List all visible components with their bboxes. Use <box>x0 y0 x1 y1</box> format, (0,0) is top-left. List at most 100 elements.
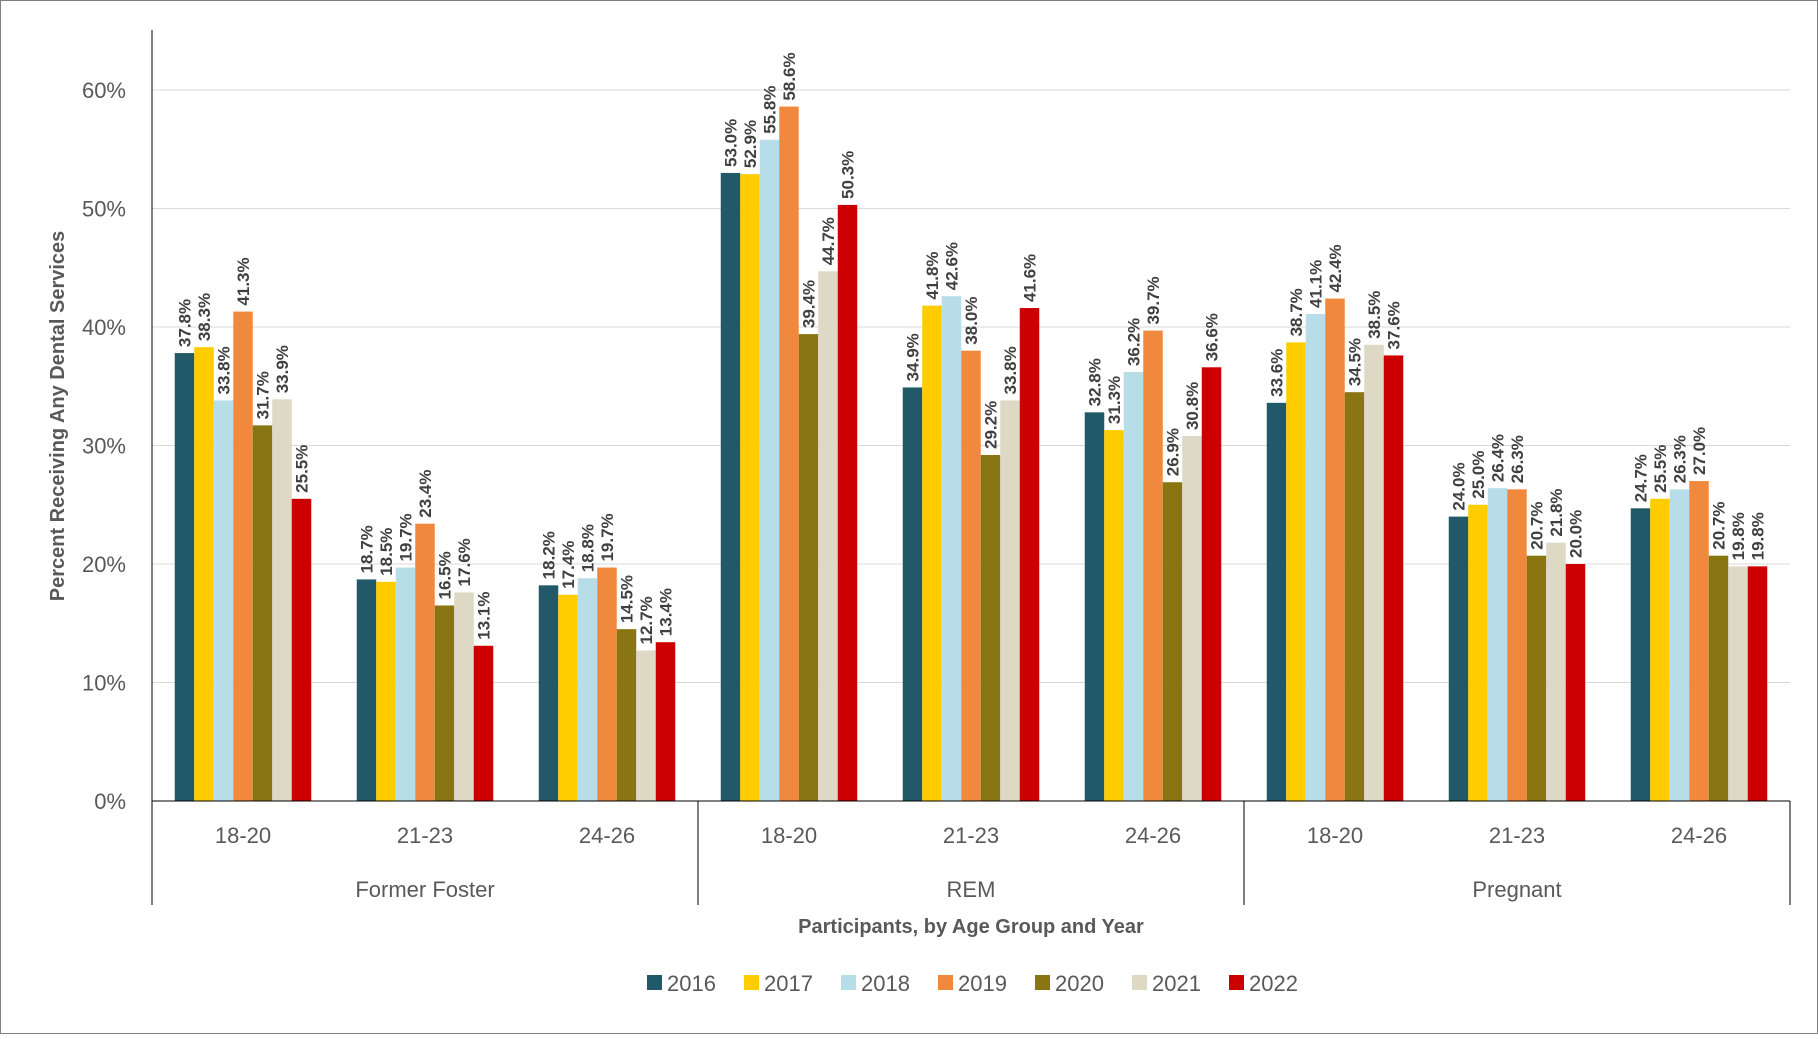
bar <box>1527 556 1547 801</box>
data-label: 19.8% <box>1749 512 1768 560</box>
x-tick-label: 18-20 <box>1307 823 1363 848</box>
data-label: 26.9% <box>1164 428 1183 476</box>
x-tick-label: 21-23 <box>397 823 453 848</box>
data-label: 26.3% <box>1671 435 1690 483</box>
bar <box>1384 355 1404 801</box>
data-label: 18.7% <box>358 525 377 573</box>
data-label: 31.7% <box>254 371 273 419</box>
legend-swatch <box>841 975 856 990</box>
legend-label: 2018 <box>861 971 910 996</box>
data-label: 52.9% <box>741 120 760 168</box>
data-label: 33.8% <box>215 346 234 394</box>
y-axis-title: Percent Receiving Any Dental Services <box>47 231 69 602</box>
bar <box>760 140 780 801</box>
data-label: 44.7% <box>819 217 838 265</box>
bar <box>1325 299 1345 801</box>
data-label: 38.0% <box>962 296 981 344</box>
x-tick-label: 24-26 <box>579 823 635 848</box>
bar <box>922 306 942 801</box>
bar <box>1468 505 1488 801</box>
legend-swatch <box>938 975 953 990</box>
data-label: 14.5% <box>618 575 637 623</box>
data-label: 37.8% <box>176 299 195 347</box>
bar <box>1566 564 1586 801</box>
bar <box>1267 403 1287 801</box>
bar <box>253 425 273 801</box>
data-label: 34.5% <box>1346 338 1365 386</box>
data-label: 13.1% <box>475 592 494 640</box>
y-tick-label: 0% <box>94 789 126 814</box>
legend-swatch <box>1229 975 1244 990</box>
bar <box>740 174 760 801</box>
data-label: 33.9% <box>273 345 292 393</box>
bar <box>838 205 858 801</box>
bar <box>194 347 214 801</box>
bar <box>1306 314 1326 801</box>
bar <box>233 312 253 801</box>
legend-label: 2020 <box>1055 971 1104 996</box>
bar <box>1728 566 1748 801</box>
data-label: 33.6% <box>1268 349 1287 397</box>
y-tick-label: 40% <box>82 315 126 340</box>
data-label: 13.4% <box>657 588 676 636</box>
legend-swatch <box>1132 975 1147 990</box>
bar <box>578 578 598 801</box>
bar <box>175 353 195 801</box>
legend: 2016 2017 2018 2019 2020 2021 2022 <box>647 971 1298 996</box>
data-label: 58.6% <box>780 52 799 100</box>
data-label: 25.5% <box>1651 445 1670 493</box>
x-axis-title: Participants, by Age Group and Year <box>798 916 1144 938</box>
bar <box>435 605 455 801</box>
bar <box>474 646 494 801</box>
data-label: 26.3% <box>1508 435 1527 483</box>
bar <box>961 351 981 801</box>
legend-swatch <box>1035 975 1050 990</box>
data-label: 31.3% <box>1105 376 1124 424</box>
bar <box>1182 436 1202 801</box>
bar <box>558 595 578 801</box>
bar <box>1650 499 1670 801</box>
bar <box>1202 367 1222 801</box>
bars <box>175 107 1768 801</box>
data-label: 42.6% <box>943 242 962 290</box>
group-label: REM <box>947 877 996 902</box>
bar <box>1748 566 1768 801</box>
legend-label: 2016 <box>667 971 716 996</box>
x-tick-label: 18-20 <box>761 823 817 848</box>
x-tick-label: 18-20 <box>215 823 271 848</box>
chart-title-clip <box>0 0 1818 18</box>
data-label: 17.4% <box>559 541 578 589</box>
bar <box>1709 556 1729 801</box>
bar <box>1631 508 1651 801</box>
data-label: 18.2% <box>540 531 559 579</box>
data-label: 16.5% <box>436 551 455 599</box>
data-label: 27.0% <box>1690 427 1709 475</box>
y-tick-label: 50% <box>82 197 126 222</box>
bar <box>818 271 838 801</box>
legend-label: 2017 <box>764 971 813 996</box>
data-label: 41.6% <box>1021 254 1040 302</box>
bar <box>799 334 819 801</box>
data-label: 41.1% <box>1307 260 1326 308</box>
bar <box>1143 331 1163 801</box>
group-label: Pregnant <box>1472 877 1561 902</box>
data-label: 37.6% <box>1385 301 1404 349</box>
bar <box>1124 372 1144 801</box>
bar <box>656 642 676 801</box>
data-label: 29.2% <box>982 401 1001 449</box>
data-label: 36.6% <box>1203 313 1222 361</box>
data-label: 41.3% <box>234 257 253 305</box>
y-tick-label: 30% <box>82 434 126 459</box>
data-label: 36.2% <box>1125 318 1144 366</box>
bar <box>1507 489 1527 801</box>
bar <box>1163 482 1183 801</box>
data-label: 20.7% <box>1528 502 1547 550</box>
data-label: 17.6% <box>455 538 474 586</box>
bar <box>1449 517 1469 801</box>
bar <box>1689 481 1709 801</box>
legend-label: 2022 <box>1249 971 1298 996</box>
bar <box>721 173 741 801</box>
data-label: 12.7% <box>637 596 656 644</box>
data-label: 19.7% <box>397 513 416 561</box>
